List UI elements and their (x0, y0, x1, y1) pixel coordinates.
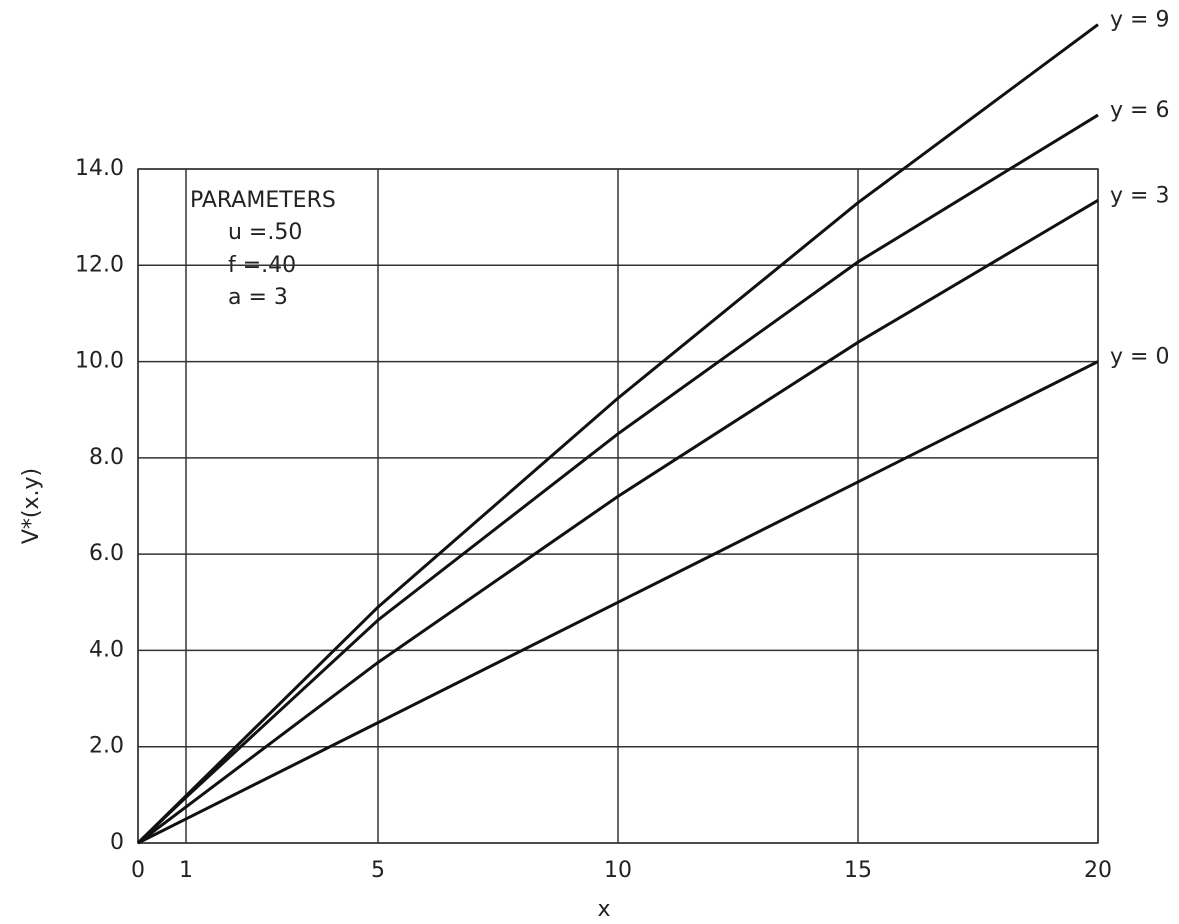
annotation: u =.50 (228, 220, 302, 245)
y-tick-label: 14.0 (75, 156, 124, 181)
x-tick-label: 5 (371, 858, 385, 883)
plot-frame (137, 168, 1099, 844)
x-axis-label: x (597, 897, 610, 922)
y-tick-label: 0 (110, 830, 124, 855)
series-label: y = 3 (1110, 183, 1169, 208)
y-tick-label: 12.0 (75, 252, 124, 277)
x-tick-label: 1 (179, 858, 193, 883)
annotation: a = 3 (228, 285, 288, 310)
annotation: PARAMETERS (190, 188, 336, 213)
y-tick-label: 10.0 (75, 349, 124, 374)
y-axis-label: V*(x.y) (19, 468, 44, 544)
series-line (137, 199, 1099, 845)
x-tick-label: 0 (131, 858, 145, 883)
y-tick-label: 4.0 (89, 637, 124, 662)
y-tick-label: 8.0 (89, 445, 124, 470)
series-label: y = 0 (1110, 345, 1169, 370)
series-line (137, 360, 1099, 845)
series-label: y = 9 (1110, 8, 1169, 33)
x-tick-label: 10 (604, 858, 632, 883)
x-tick-label: 20 (1084, 858, 1112, 883)
series-line (136, 113, 1099, 845)
y-tick-label: 2.0 (89, 734, 124, 759)
x-tick-label: 15 (844, 858, 872, 883)
series-label: y = 6 (1110, 98, 1169, 123)
y-tick-label: 6.0 (89, 541, 124, 566)
